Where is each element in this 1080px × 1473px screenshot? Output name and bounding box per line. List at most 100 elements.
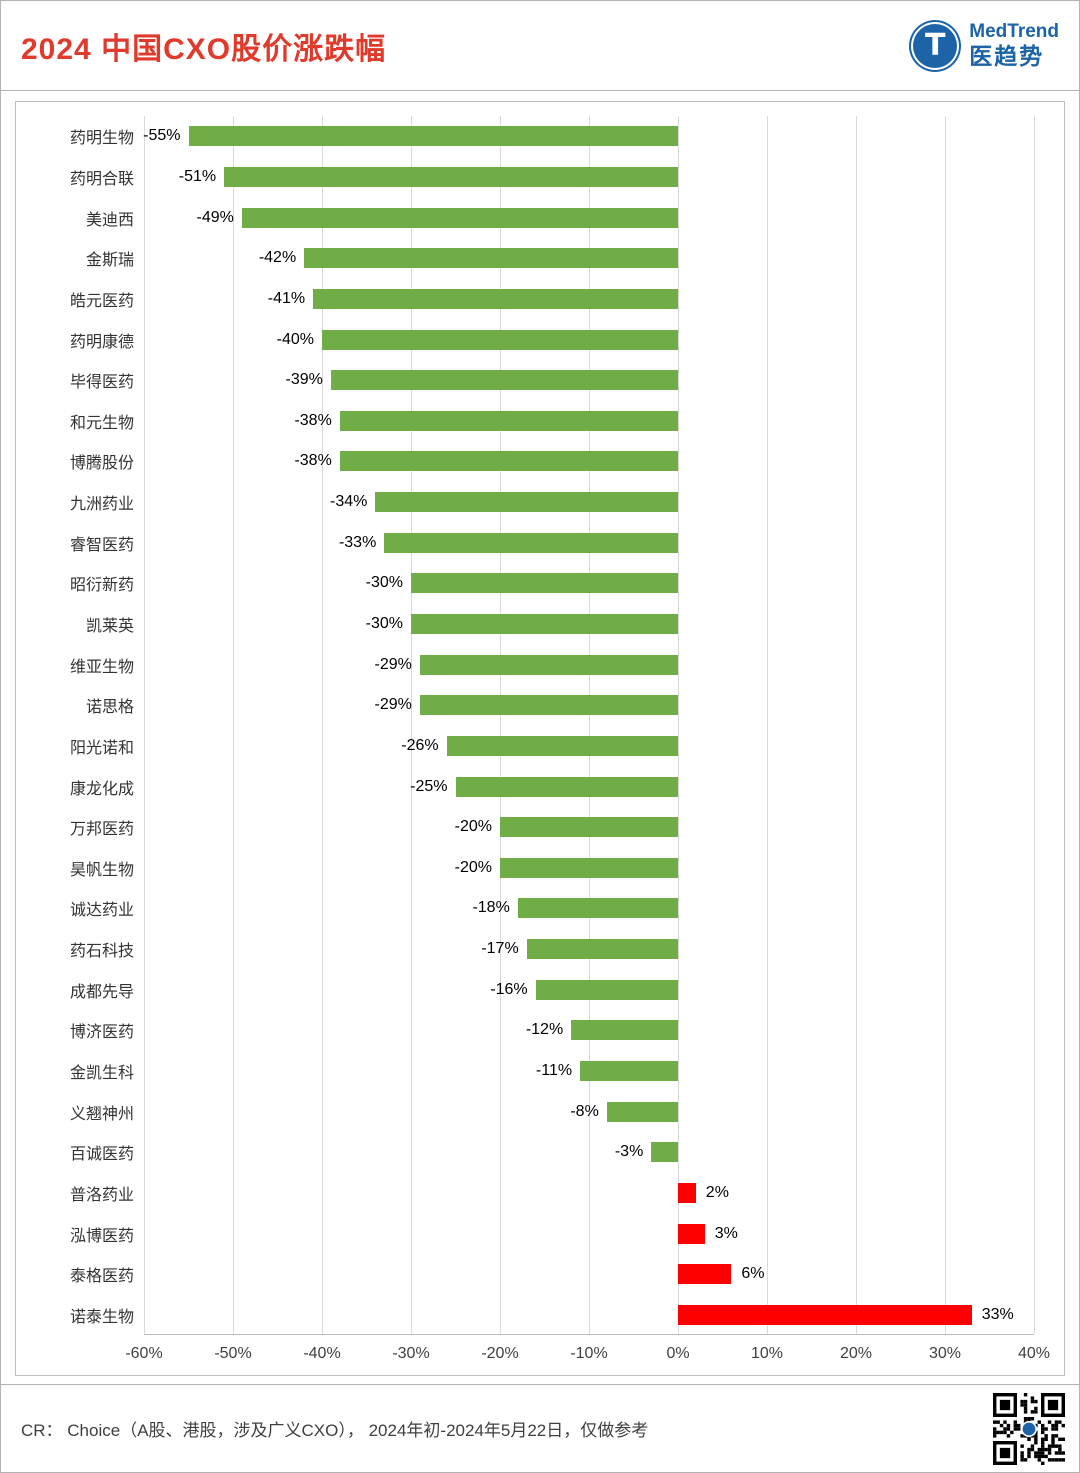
category-label: 百诚医药	[69, 1146, 134, 1164]
value-label: -16%	[490, 980, 528, 998]
chart-row: 金斯瑞 -42%	[32, 238, 1048, 279]
chart-row: 皓元医药 -41%	[32, 279, 1048, 320]
bar-track: -11%	[144, 1051, 1034, 1092]
category-label: 药明康德	[69, 333, 134, 351]
value-label: -30%	[365, 574, 403, 592]
value-label: -30%	[365, 615, 403, 632]
bar-track: 6%	[144, 1254, 1034, 1295]
value-label: -42%	[258, 249, 297, 267]
bar-track: -41%	[144, 279, 1034, 320]
bar	[500, 857, 678, 878]
value-label: -33%	[338, 533, 377, 551]
bar	[500, 817, 678, 838]
value-label: 2%	[705, 1183, 729, 1201]
bar-track: -39%	[144, 360, 1034, 401]
category-label: 九洲药业	[69, 496, 134, 514]
bar	[375, 492, 678, 513]
category-label: 泓博医药	[69, 1227, 134, 1245]
value-label: -12%	[525, 1021, 564, 1039]
gridline	[589, 116, 590, 1334]
value-label: -20%	[454, 858, 492, 876]
bar	[339, 451, 678, 472]
bar-track: -20%	[144, 848, 1034, 889]
bar-track: -40%	[144, 319, 1034, 360]
bar-track: -49%	[144, 197, 1034, 238]
chart-row: 药石科技 -17%	[32, 929, 1048, 970]
gridline	[767, 116, 768, 1334]
chart-row: 百诚医药 -3%	[32, 1132, 1048, 1173]
x-axis-tick: -50%	[214, 1345, 252, 1362]
bar	[446, 735, 678, 756]
bar-track: 3%	[144, 1213, 1034, 1254]
x-axis-tick: -40%	[303, 1345, 341, 1362]
grid-layer	[144, 116, 1035, 1335]
category-label: 康龙化成	[69, 780, 134, 798]
bar	[411, 573, 678, 594]
value-label: -55%	[143, 127, 181, 145]
bar-track: -34%	[144, 482, 1034, 523]
medtrend-t-icon: T	[911, 21, 960, 70]
bar	[304, 248, 678, 269]
logo-text: MedTrend 医趋势	[969, 21, 1059, 69]
bar	[384, 532, 678, 553]
gridline	[233, 116, 234, 1334]
chart-row: 诺泰生物 33%	[32, 1295, 1048, 1336]
chart-row: 博腾股份 -38%	[32, 441, 1048, 482]
bar	[313, 288, 678, 309]
category-label: 普洛药业	[69, 1186, 134, 1204]
value-label: -8%	[570, 1102, 599, 1120]
chart-row: 康龙化成 -25%	[32, 766, 1048, 807]
category-label: 凯莱英	[85, 618, 134, 635]
chart-row: 金凯生科 -11%	[32, 1051, 1048, 1092]
bar	[188, 126, 678, 147]
gridline	[322, 116, 323, 1334]
gridline	[1034, 116, 1035, 1334]
bar-track: -12%	[144, 1010, 1034, 1051]
chart-row: 美迪西 -49%	[32, 197, 1048, 238]
value-label: -41%	[267, 289, 306, 307]
bar-track: -20%	[144, 807, 1034, 848]
chart-rows: 药明生物 -55% 药明合联 -51% 美迪西 -49% 金斯瑞 -42% 皓元医药 -41% 药明…	[32, 116, 1048, 1335]
bar-track: -55%	[143, 116, 1034, 157]
chart-row: 药明康德 -40%	[32, 319, 1048, 360]
logo-monogram: T	[925, 27, 946, 63]
bar-track: -38%	[144, 441, 1034, 482]
brand-name: MedTrend	[969, 21, 1059, 43]
bar-track: -16%	[144, 969, 1034, 1010]
value-label: -29%	[374, 696, 412, 714]
category-label: 皓元医药	[69, 292, 134, 310]
bar	[517, 898, 678, 919]
value-label: -38%	[294, 452, 332, 470]
x-axis-tick: -60%	[125, 1345, 163, 1362]
value-label: -39%	[285, 371, 323, 389]
bar	[224, 166, 678, 187]
bar	[678, 1223, 705, 1244]
category-label: 睿智医药	[69, 536, 134, 554]
category-label: 药石科技	[69, 943, 134, 961]
bar	[339, 410, 678, 431]
bar-track: 33%	[144, 1295, 1034, 1336]
chart-row: 博济医药 -12%	[32, 1010, 1048, 1051]
value-label: -49%	[196, 208, 234, 226]
chart-row: 阳光诺和 -26%	[32, 726, 1048, 767]
bar-track: -17%	[144, 929, 1034, 970]
value-label: -17%	[481, 940, 519, 958]
bar-track: -8%	[144, 1091, 1034, 1132]
chart-row: 普洛药业 2%	[32, 1173, 1048, 1214]
bar-track: -3%	[144, 1132, 1034, 1173]
bar	[526, 939, 678, 960]
value-label: -25%	[410, 777, 448, 795]
value-label: -29%	[374, 655, 412, 673]
value-label: 33%	[981, 1305, 1014, 1323]
bar-track: -38%	[144, 400, 1034, 441]
category-label: 药明合联	[69, 170, 134, 188]
category-label: 金凯生科	[69, 1065, 134, 1083]
bar	[571, 1020, 678, 1041]
value-label: 6%	[741, 1265, 765, 1283]
bar	[419, 695, 678, 716]
bar	[678, 1264, 732, 1285]
chart-row: 药明生物 -55%	[32, 116, 1048, 157]
category-label: 金斯瑞	[85, 252, 134, 270]
gridline	[678, 116, 679, 1334]
chart-row: 睿智医药 -33%	[32, 522, 1048, 563]
